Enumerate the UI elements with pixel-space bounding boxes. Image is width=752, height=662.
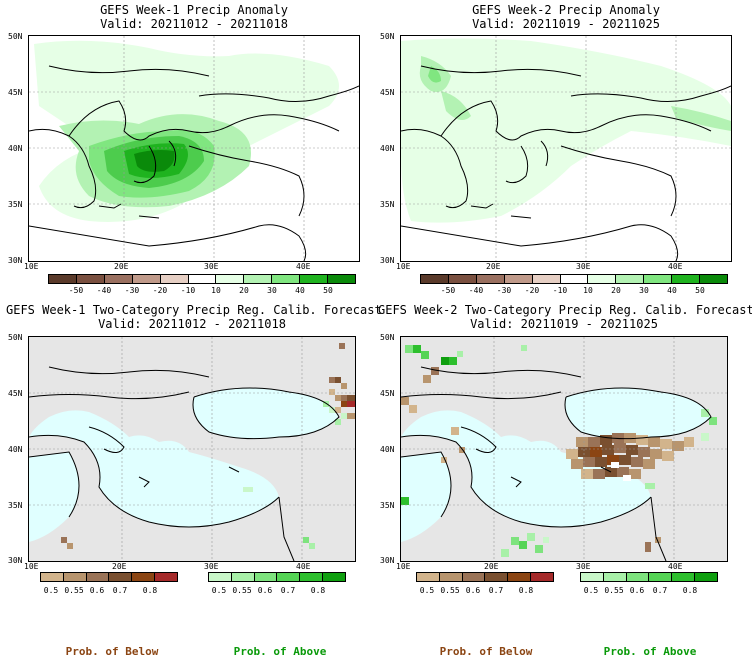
panel3-lat-35: 35N xyxy=(8,501,23,510)
panel1-map xyxy=(28,35,360,262)
panel1-cb-n30: -30 xyxy=(124,286,140,295)
panel4-lon-10: 10E xyxy=(396,562,411,571)
panel3-above-cb-050: 0.5 xyxy=(211,586,227,595)
panel2-cb-n20: -20 xyxy=(524,286,540,295)
panel3-lat-40: 40N xyxy=(8,445,23,454)
panel3-lat-30: 30N xyxy=(8,556,23,565)
panel3-below-cb-050: 0.5 xyxy=(43,586,59,595)
panel2-map xyxy=(400,35,732,262)
panel1-cb-n10: -10 xyxy=(180,286,196,295)
panel1-lon-20: 20E xyxy=(114,262,129,271)
panel3-below-cb-080: 0.8 xyxy=(142,586,158,595)
panel3-above-cb-055: 0.55 xyxy=(232,586,252,595)
panel2-lat-50: 50N xyxy=(380,32,395,41)
panel1-cb-40: 40 xyxy=(295,286,305,295)
panel1-lat-50: 50N xyxy=(8,32,23,41)
panel4-lat-40: 40N xyxy=(380,445,395,454)
panel1-cb-n40: -40 xyxy=(96,286,112,295)
panel2-lat-35: 35N xyxy=(380,200,395,209)
panel3-lat-45: 45N xyxy=(8,389,23,398)
panel4-below-cb-080: 0.8 xyxy=(518,586,534,595)
panel3-lon-20: 20E xyxy=(112,562,127,571)
panel1-cb-n20: -20 xyxy=(152,286,168,295)
panel1-lat-40: 40N xyxy=(8,144,23,153)
panel4-above-colorbar xyxy=(580,572,718,582)
panel4-lon-20: 20E xyxy=(484,562,499,571)
panel4-valid: Valid: 20211019 - 20211025 xyxy=(470,317,658,331)
panel1-lat-30: 30N xyxy=(8,256,23,265)
panel3-title: GEFS Week-1 Two-Category Precip Reg. Cal… xyxy=(6,303,382,317)
panel3-below-cb-055: 0.55 xyxy=(64,586,84,595)
panel4-below-cb-050: 0.5 xyxy=(419,586,435,595)
panel3-below-cb-060: 0.6 xyxy=(89,586,105,595)
panel1-title: GEFS Week-1 Precip Anomaly xyxy=(100,3,288,17)
panel3-lon-30: 30E xyxy=(204,562,219,571)
panel3-above-cb-070: 0.7 xyxy=(280,586,296,595)
panel2-lat-30: 30N xyxy=(380,256,395,265)
panel2-cb-n30: -30 xyxy=(496,286,512,295)
panel1-lon-10: 10E xyxy=(24,262,39,271)
panel3-below-colorbar xyxy=(40,572,178,582)
panel4-above-cb-080: 0.8 xyxy=(682,586,698,595)
panel4-map xyxy=(400,336,728,562)
panel1-cb-n50: -50 xyxy=(68,286,84,295)
panel4-prob-above-label: Prob. of Above xyxy=(603,645,697,658)
panel4-above-cb-050: 0.5 xyxy=(583,586,599,595)
panel4-lat-50: 50N xyxy=(380,333,395,342)
panel4-lat-30: 30N xyxy=(380,556,395,565)
panel2-lon-30: 30E xyxy=(576,262,591,271)
panel4-prob-below-label: Prob. of Below xyxy=(439,645,533,658)
panel2-title: GEFS Week-2 Precip Anomaly xyxy=(472,3,660,17)
panel4-lat-45: 45N xyxy=(380,389,395,398)
panel1-cb-50: 50 xyxy=(323,286,333,295)
panel1-colorbar xyxy=(48,274,356,284)
panel4-above-cb-055: 0.55 xyxy=(604,586,624,595)
panel2-lon-20: 20E xyxy=(486,262,501,271)
panel2-lon-10: 10E xyxy=(396,262,411,271)
panel1-lon-30: 30E xyxy=(204,262,219,271)
panel4-lon-30: 30E xyxy=(576,562,591,571)
panel3-above-colorbar xyxy=(208,572,346,582)
panel2-lat-40: 40N xyxy=(380,144,395,153)
panel4-above-cb-060: 0.6 xyxy=(629,586,645,595)
panel2-cb-40: 40 xyxy=(667,286,677,295)
panel4-below-cb-055: 0.55 xyxy=(440,586,460,595)
panel2-lon-40: 40E xyxy=(668,262,683,271)
panel2-cb-20: 20 xyxy=(611,286,621,295)
panel2-cb-50: 50 xyxy=(695,286,705,295)
panel1-lat-35: 35N xyxy=(8,200,23,209)
panel4-title: GEFS Week-2 Two-Category Precip Reg. Cal… xyxy=(378,303,752,317)
panel1-cb-20: 20 xyxy=(239,286,249,295)
panel3-below-cb-070: 0.7 xyxy=(112,586,128,595)
panel4-below-cb-060: 0.6 xyxy=(465,586,481,595)
panel2-cb-30: 30 xyxy=(639,286,649,295)
panel3-prob-above-label: Prob. of Above xyxy=(233,645,327,658)
panel2-colorbar xyxy=(420,274,728,284)
panel2-cb-n40: -40 xyxy=(468,286,484,295)
panel4-below-colorbar xyxy=(416,572,554,582)
panel1-lon-40: 40E xyxy=(296,262,311,271)
panel3-lat-50: 50N xyxy=(8,333,23,342)
panel1-cb-30: 30 xyxy=(267,286,277,295)
panel2-lat-45: 45N xyxy=(380,88,395,97)
panel2-valid: Valid: 20211019 - 20211025 xyxy=(472,17,660,31)
panel1-cb-10: 10 xyxy=(211,286,221,295)
panel3-prob-below-label: Prob. of Below xyxy=(65,645,159,658)
panel3-map xyxy=(28,336,356,562)
panel1-valid: Valid: 20211012 - 20211018 xyxy=(100,17,288,31)
panel2-cb-n50: -50 xyxy=(440,286,456,295)
panel3-valid: Valid: 20211012 - 20211018 xyxy=(98,317,286,331)
panel2-cb-n10: -10 xyxy=(552,286,568,295)
panel1-lat-45: 45N xyxy=(8,88,23,97)
panel3-lon-10: 10E xyxy=(24,562,39,571)
panel3-above-cb-060: 0.6 xyxy=(257,586,273,595)
panel4-lat-35: 35N xyxy=(380,501,395,510)
panel2-cb-10: 10 xyxy=(583,286,593,295)
panel3-above-cb-080: 0.8 xyxy=(310,586,326,595)
panel4-below-cb-070: 0.7 xyxy=(488,586,504,595)
panel4-lon-40: 40E xyxy=(668,562,683,571)
panel4-above-cb-070: 0.7 xyxy=(652,586,668,595)
panel3-lon-40: 40E xyxy=(296,562,311,571)
